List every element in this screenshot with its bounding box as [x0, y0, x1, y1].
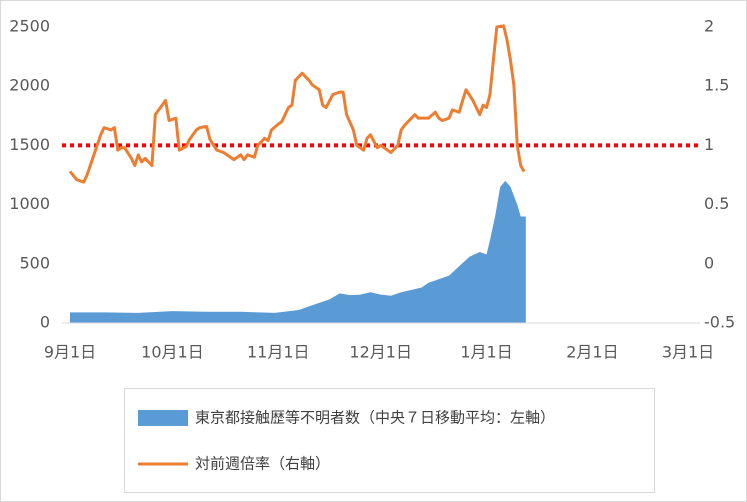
y2-tick-label: 0.5 [704, 194, 729, 213]
y-tick-label: 2000 [9, 76, 50, 95]
legend-label: 東京都接触歴等不明者数（中央７日移動平均：左軸） [195, 409, 555, 427]
legend-label: 対前週倍率（右軸） [195, 455, 330, 473]
x-tick-label: 1月1日 [460, 343, 512, 362]
x-tick-label: 10月1日 [141, 343, 204, 362]
x-tick-label: 9月1日 [44, 343, 96, 362]
legend-swatch [138, 410, 188, 426]
x-tick-label: 11月1日 [247, 343, 310, 362]
area [70, 180, 526, 323]
y-tick-label: 2500 [9, 17, 50, 36]
y2-tick-label: -0.5 [704, 313, 735, 332]
y-tick-label: 0 [40, 313, 50, 332]
x-tick-label: 2月1日 [566, 343, 618, 362]
y2-tick-label: 0 [704, 253, 714, 272]
y2-tick-label: 2 [704, 17, 714, 36]
y-tick-label: 1000 [9, 194, 50, 213]
x-tick-label: 3月1日 [662, 343, 714, 362]
x-tick-label: 12月1日 [349, 343, 412, 362]
y2-tick-label: 1.5 [704, 76, 729, 95]
y2-tick-label: 1 [704, 135, 714, 154]
legend-box [124, 388, 655, 493]
y-tick-label: 500 [19, 253, 50, 272]
line [68, 24, 526, 184]
y-tick-label: 1500 [9, 135, 50, 154]
